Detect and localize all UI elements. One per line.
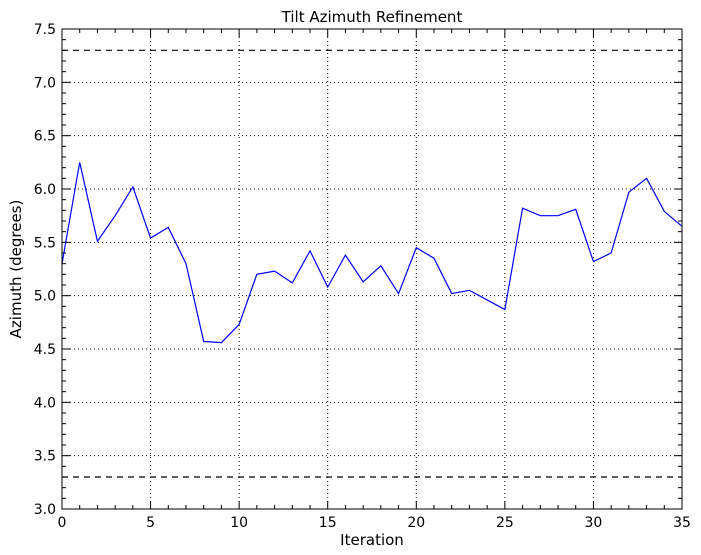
series-line: [61, 162, 683, 344]
x-tick-label: 0: [58, 515, 67, 531]
tick-layer: 0 5 10 15 20 25 30 35 3.0 3.5 4.0 4.5 5.0 5.5 6.0 6.5 7.…: [34, 22, 691, 531]
x-tick-label: 20: [407, 515, 425, 531]
x-tick-label: 10: [230, 515, 248, 531]
reference-lines: [62, 49, 682, 478]
x-tick-label: 25: [496, 515, 514, 531]
x-tick-label: 35: [673, 515, 691, 531]
y-tick-label: 3.0: [34, 502, 56, 518]
grid-layer: [62, 29, 682, 509]
chart-title: Tilt Azimuth Refinement: [281, 8, 463, 26]
y-axis-title: Azimuth (degrees): [7, 200, 25, 339]
y-tick-label: 4.5: [34, 342, 56, 358]
y-tick-label: 6.5: [34, 129, 56, 145]
y-tick-label: 7.0: [34, 75, 56, 91]
y-tick-label: 5.5: [34, 235, 56, 251]
x-tick-label: 15: [319, 515, 337, 531]
series-layer: [61, 162, 683, 344]
x-tick-label: 30: [585, 515, 603, 531]
y-tick-label: 6.0: [34, 182, 56, 198]
y-tick-label: 5.0: [34, 289, 56, 305]
plot-frame: [61, 28, 683, 510]
y-tick-label: 7.5: [34, 22, 56, 38]
x-axis-title: Iteration: [340, 531, 404, 549]
y-tick-label: 4.0: [34, 395, 56, 411]
y-tick-label: 3.5: [34, 449, 56, 465]
x-tick-label: 5: [146, 515, 155, 531]
